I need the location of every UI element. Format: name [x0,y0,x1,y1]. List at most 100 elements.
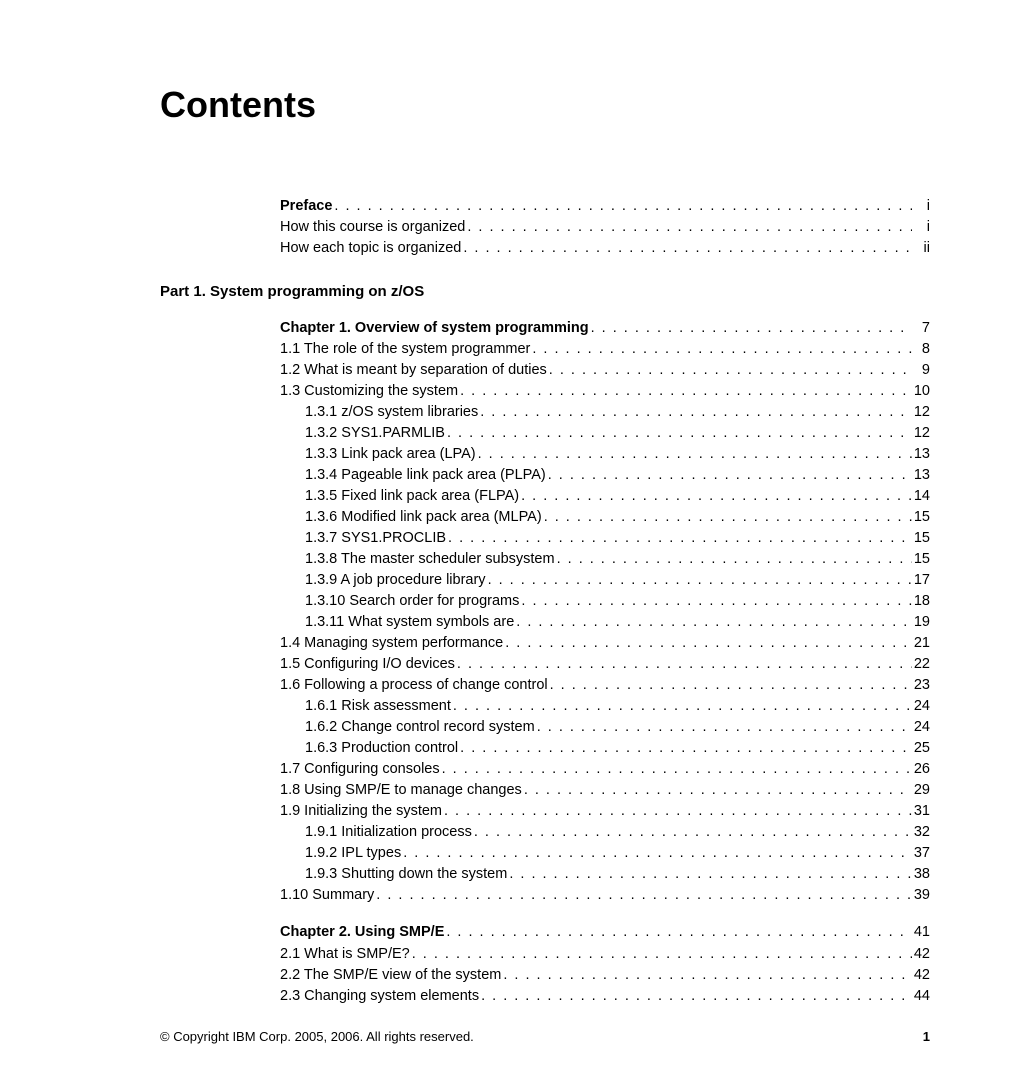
toc-page: 7 [912,318,930,339]
toc-leader [546,465,912,486]
toc-label: 2.3 Changing system elements [280,986,479,1007]
chapter1-sub-1-3: 1.3.1 z/OS system libraries 12 1.3.2 SYS1… [160,402,930,633]
toc-page: 18 [912,591,930,612]
toc-page: 25 [912,738,930,759]
toc-label: 2.2 The SMP/E view of the system [280,965,501,986]
toc-label: 1.3.9 A job procedure library [305,570,486,591]
toc-page: 12 [912,402,930,423]
toc-entry: 1.9 Initializing the system31 [280,801,930,822]
toc-label: Preface [280,196,332,217]
page-number: 1 [923,1029,930,1044]
toc-entry: 1.3.6 Modified link pack area (MLPA)15 [305,507,930,528]
toc-label: Chapter 1. Overview of system programmin… [280,318,589,339]
toc-label: 1.3 Customizing the system [280,381,458,402]
toc-label: 1.3.1 z/OS system libraries [305,402,478,423]
toc-label: 1.6.1 Risk assessment [305,696,451,717]
toc-entry: 1.9.1 Initialization process32 [305,822,930,843]
toc-entry: 2.1 What is SMP/E? 42 [280,944,930,965]
toc-label: 1.3.3 Link pack area (LPA) [305,444,476,465]
toc-leader [410,944,912,965]
toc-leader [507,864,912,885]
copyright-text: © Copyright IBM Corp. 2005, 2006. All ri… [160,1029,474,1044]
toc-leader [440,759,912,780]
toc-leader [472,822,912,843]
toc-entry: 1.3.11 What system symbols are19 [305,612,930,633]
toc-entry: 1.7 Configuring consoles26 [280,759,930,780]
toc-label: 1.3.7 SYS1.PROCLIB [305,528,446,549]
preface-block: Preface i How this course is organized i… [160,196,930,259]
toc-page: 42 [912,944,930,965]
spacer [160,906,930,922]
toc-entry: 1.3 Customizing the system 10 [280,381,930,402]
toc-page: 22 [912,654,930,675]
toc-leader [589,318,912,339]
toc-leader [514,612,912,633]
toc-label: 1.6.3 Production control [305,738,458,759]
toc-leader [542,507,912,528]
toc-leader [442,801,912,822]
toc-label: 1.9 Initializing the system [280,801,442,822]
toc-page: 26 [912,759,930,780]
toc-label: 2.1 What is SMP/E? [280,944,410,965]
toc-leader [519,486,912,507]
toc-page: ii [912,238,930,259]
toc-page: 37 [912,843,930,864]
chapter1-block-b: 1.4 Managing system performance21 1.5 Co… [160,633,930,696]
toc-label: 1.3.4 Pageable link pack area (PLPA) [305,465,546,486]
toc-leader [455,654,912,675]
toc-leader [535,717,912,738]
toc-entry-preface: Preface i [280,196,930,217]
toc-leader [446,528,912,549]
toc-page: i [912,217,930,238]
toc-page: 23 [912,675,930,696]
toc-page: 12 [912,423,930,444]
toc-leader [522,780,912,801]
toc-leader [465,217,912,238]
toc-page: 13 [912,444,930,465]
toc-label: 1.6.2 Change control record system [305,717,535,738]
toc-leader [547,360,912,381]
toc-entry: 1.3.8 The master scheduler subsystem15 [305,549,930,570]
toc-page: 39 [912,885,930,906]
chapter1-block: Chapter 1. Overview of system programmin… [160,318,930,402]
toc-page: 41 [912,922,930,943]
toc-page: 8 [912,339,930,360]
toc-entry-chapter: Chapter 1. Overview of system programmin… [280,318,930,339]
toc-page: 24 [912,717,930,738]
toc-entry: 1.3.3 Link pack area (LPA) 13 [305,444,930,465]
toc-label: 1.6 Following a process of change contro… [280,675,548,696]
toc-entry: 1.3.2 SYS1.PARMLIB12 [305,423,930,444]
toc-leader [444,922,912,943]
toc-label: How each topic is organized [280,238,461,259]
toc-leader [374,885,912,906]
toc-entry: 1.6.2 Change control record system 24 [305,717,930,738]
toc-label: How this course is organized [280,217,465,238]
toc-leader [503,633,912,654]
toc-label: 1.9.3 Shutting down the system [305,864,507,885]
toc-page: 24 [912,696,930,717]
toc-entry: How this course is organized i [280,217,930,238]
toc-entry: 1.3.4 Pageable link pack area (PLPA)13 [305,465,930,486]
toc-entry: How each topic is organized ii [280,238,930,259]
toc-label: 1.2 What is meant by separation of dutie… [280,360,547,381]
toc-entry: 1.5 Configuring I/O devices22 [280,654,930,675]
toc-entry: 2.2 The SMP/E view of the system42 [280,965,930,986]
toc-label: 1.1 The role of the system programmer [280,339,530,360]
toc-label: 1.9.2 IPL types [305,843,401,864]
toc-label: 1.3.11 What system symbols are [305,612,514,633]
toc-page: 29 [912,780,930,801]
toc-leader [401,843,912,864]
toc-leader [486,570,912,591]
toc-leader [501,965,912,986]
toc-page: 15 [912,507,930,528]
toc-leader [476,444,912,465]
toc-page: 10 [912,381,930,402]
toc-entry: 1.3.1 z/OS system libraries 12 [305,402,930,423]
chapter1-block-c: 1.7 Configuring consoles26 1.8 Using SMP… [160,759,930,822]
toc-entry: 1.1 The role of the system programmer 8 [280,339,930,360]
toc-leader [458,738,912,759]
toc-entry: 1.6.1 Risk assessment 24 [305,696,930,717]
toc-entry-chapter: Chapter 2. Using SMP/E 41 [280,922,930,943]
chapter2-block: Chapter 2. Using SMP/E 41 2.1 What is SM… [160,922,930,1006]
toc-leader [479,986,912,1007]
